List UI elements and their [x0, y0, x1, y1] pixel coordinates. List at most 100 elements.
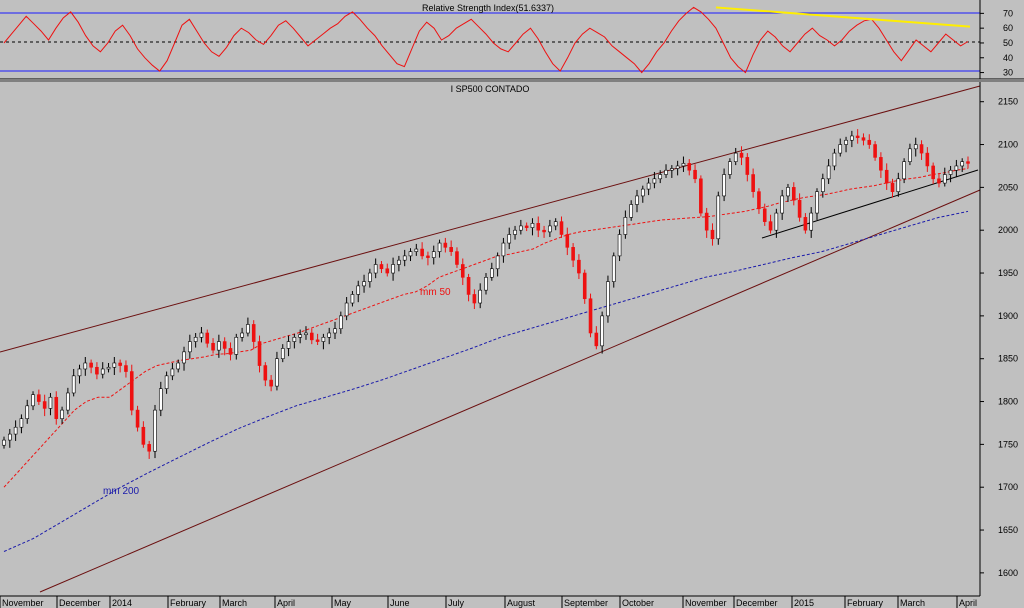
price-bar — [455, 251, 459, 265]
price-bar — [809, 212, 814, 231]
price-bar — [710, 229, 715, 240]
rsi-line — [3, 6, 969, 74]
short-channel-lower — [761, 169, 979, 239]
price-bar — [89, 362, 93, 368]
price-bar — [321, 336, 326, 342]
price-bar — [757, 191, 761, 210]
price-bar — [170, 368, 175, 377]
price-bar — [13, 426, 18, 435]
x-tick-label: September — [564, 598, 608, 608]
price-bar — [205, 332, 210, 344]
price-bar — [577, 259, 581, 274]
x-tick-label: March — [900, 598, 925, 608]
price-bar — [890, 182, 895, 192]
price-bar — [681, 163, 686, 167]
price-bar — [559, 221, 564, 235]
price-bar — [153, 409, 157, 452]
price-bar — [333, 328, 337, 334]
price-bar — [635, 195, 639, 205]
price-bar — [948, 169, 953, 175]
price-bar — [693, 169, 697, 180]
price-bar — [884, 169, 889, 184]
rsi-tick-label: 60 — [1003, 23, 1013, 33]
price-tick-label: 1900 — [998, 311, 1018, 321]
x-tick-label: 2014 — [112, 598, 132, 608]
price-bar — [780, 195, 784, 214]
price-bar — [298, 334, 302, 338]
price-bar — [960, 161, 964, 167]
price-bar — [141, 426, 146, 445]
price-bar — [408, 251, 413, 257]
price-tick-label: 2050 — [998, 182, 1018, 192]
price-tick-label: 1700 — [998, 482, 1018, 492]
price-bar — [286, 341, 291, 349]
price-bar — [385, 268, 390, 274]
price-tick-label: 1750 — [998, 439, 1018, 449]
price-bar — [861, 137, 866, 141]
price-bar — [821, 178, 825, 192]
price-bar — [931, 165, 935, 180]
price-bar — [519, 225, 523, 231]
price-bar — [397, 259, 401, 265]
price-bar — [902, 161, 906, 180]
price-bar — [925, 152, 930, 167]
lower-channel-line — [39, 189, 981, 593]
price-bar — [896, 178, 901, 192]
price-bar — [182, 351, 186, 364]
price-bar — [867, 139, 872, 145]
price-bar — [8, 433, 12, 441]
price-bar — [246, 324, 250, 334]
price-bar — [797, 199, 802, 218]
price-bar — [687, 163, 692, 171]
price-bar — [391, 264, 395, 274]
x-tick-label: August — [507, 598, 536, 608]
price-bar — [675, 165, 680, 169]
price-bar — [426, 255, 430, 258]
price-bar — [77, 368, 82, 377]
price-bar — [25, 405, 30, 419]
x-tick-label: November — [685, 598, 727, 608]
price-tick-label: 1950 — [998, 268, 1018, 278]
price-tick-label: 1650 — [998, 525, 1018, 535]
x-tick-label: November — [2, 598, 44, 608]
price-bar — [670, 168, 674, 171]
price-bar — [524, 225, 529, 228]
rsi-title: Relative Strength Index(51.6337) — [422, 3, 554, 13]
price-bar — [431, 251, 436, 258]
price-tick-label: 2150 — [998, 97, 1018, 107]
rsi-axis-area — [980, 0, 1024, 79]
rsi-tick-label: 30 — [1003, 68, 1013, 78]
price-bar — [48, 396, 53, 409]
price-bar — [768, 221, 773, 231]
rsi-tick-label: 40 — [1003, 53, 1013, 63]
price-y-axis: 2150 2100 2050 2000 1950 1900 1850 1800 1750 1700… — [980, 97, 1018, 578]
price-bar — [275, 358, 279, 387]
price-bar — [495, 255, 500, 270]
price-bar — [913, 144, 918, 150]
price-bar — [2, 439, 6, 446]
x-axis: November December 2014 February March April Ma… — [0, 596, 977, 608]
x-tick-label: April — [959, 598, 977, 608]
x-tick-label: May — [334, 598, 352, 608]
price-bar — [344, 302, 349, 317]
price-bar — [60, 409, 64, 419]
price-bar — [850, 135, 854, 141]
price-bar — [420, 248, 424, 257]
price-bar — [368, 272, 372, 282]
price-bar — [83, 362, 88, 370]
price-bar — [263, 365, 268, 381]
price-bar — [100, 368, 105, 375]
price-bar — [437, 242, 442, 252]
price-bar — [733, 152, 738, 162]
price-bar — [722, 174, 726, 197]
price-bar — [826, 165, 831, 180]
price-bar — [832, 152, 837, 167]
price-bar — [54, 396, 59, 419]
price-bar — [373, 264, 378, 274]
price-bar — [234, 336, 239, 355]
price-bar — [501, 242, 506, 257]
price-bar — [124, 365, 128, 372]
x-tick-label: June — [390, 598, 410, 608]
price-bar — [640, 188, 645, 197]
